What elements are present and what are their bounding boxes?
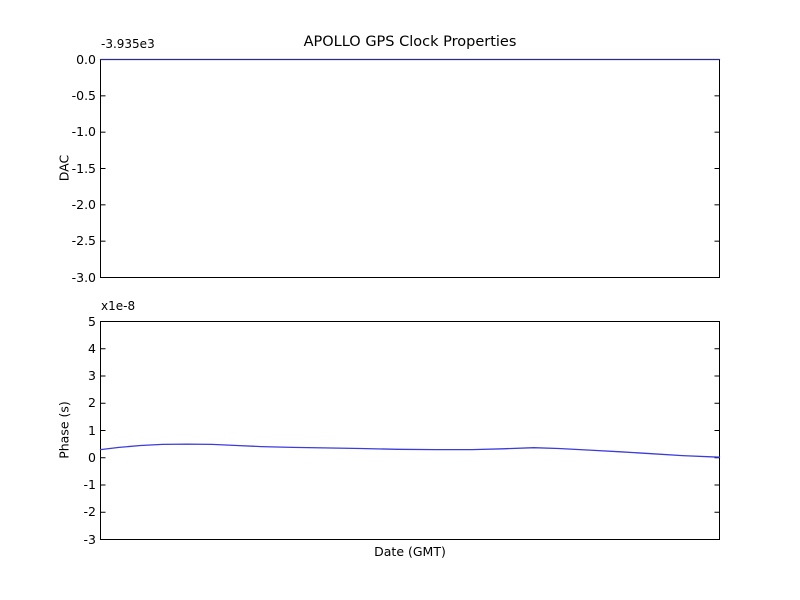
ytick-label-plot2: -2 xyxy=(83,504,96,519)
ytick-label-plot2: -1 xyxy=(83,476,96,492)
ytick-label-plot2: 4 xyxy=(88,340,96,356)
ytick-label-plot1: -2.5 xyxy=(71,232,96,248)
ytick-label-plot2: 5 xyxy=(88,313,96,329)
plot-border xyxy=(100,59,720,278)
ytick-label-plot1: -1.5 xyxy=(71,160,96,176)
ytick-label-plot1: -0.5 xyxy=(71,87,96,103)
ytick-label-plot1: -3.0 xyxy=(71,269,96,285)
ytick-label-plot2: 0 xyxy=(88,449,96,465)
ytick-label-plot1: -1.0 xyxy=(71,123,96,139)
plot-border xyxy=(100,321,720,540)
ytick-label-plot2: 1 xyxy=(88,422,96,438)
ytick-label-plot1: 0.0 xyxy=(76,51,96,67)
x-axis-label: Date (GMT) xyxy=(374,544,446,559)
chart-title: APOLLO GPS Clock Properties xyxy=(303,34,517,50)
data-line-phase xyxy=(99,443,721,458)
y-axis-multiplier-text: x1e-8 xyxy=(101,299,136,313)
ytick-label-plot1: -2.0 xyxy=(71,196,96,212)
ytick-label-plot2: -3 xyxy=(83,531,96,547)
y-axis-label-phase: Phase (s) xyxy=(56,401,72,459)
y-axis-label-dac: DAC xyxy=(56,154,72,182)
ytick-label-plot2: 3 xyxy=(88,367,96,383)
ytick-label-plot2: 2 xyxy=(88,395,96,410)
y-axis-offset-text: -3.935e3 xyxy=(101,37,155,51)
